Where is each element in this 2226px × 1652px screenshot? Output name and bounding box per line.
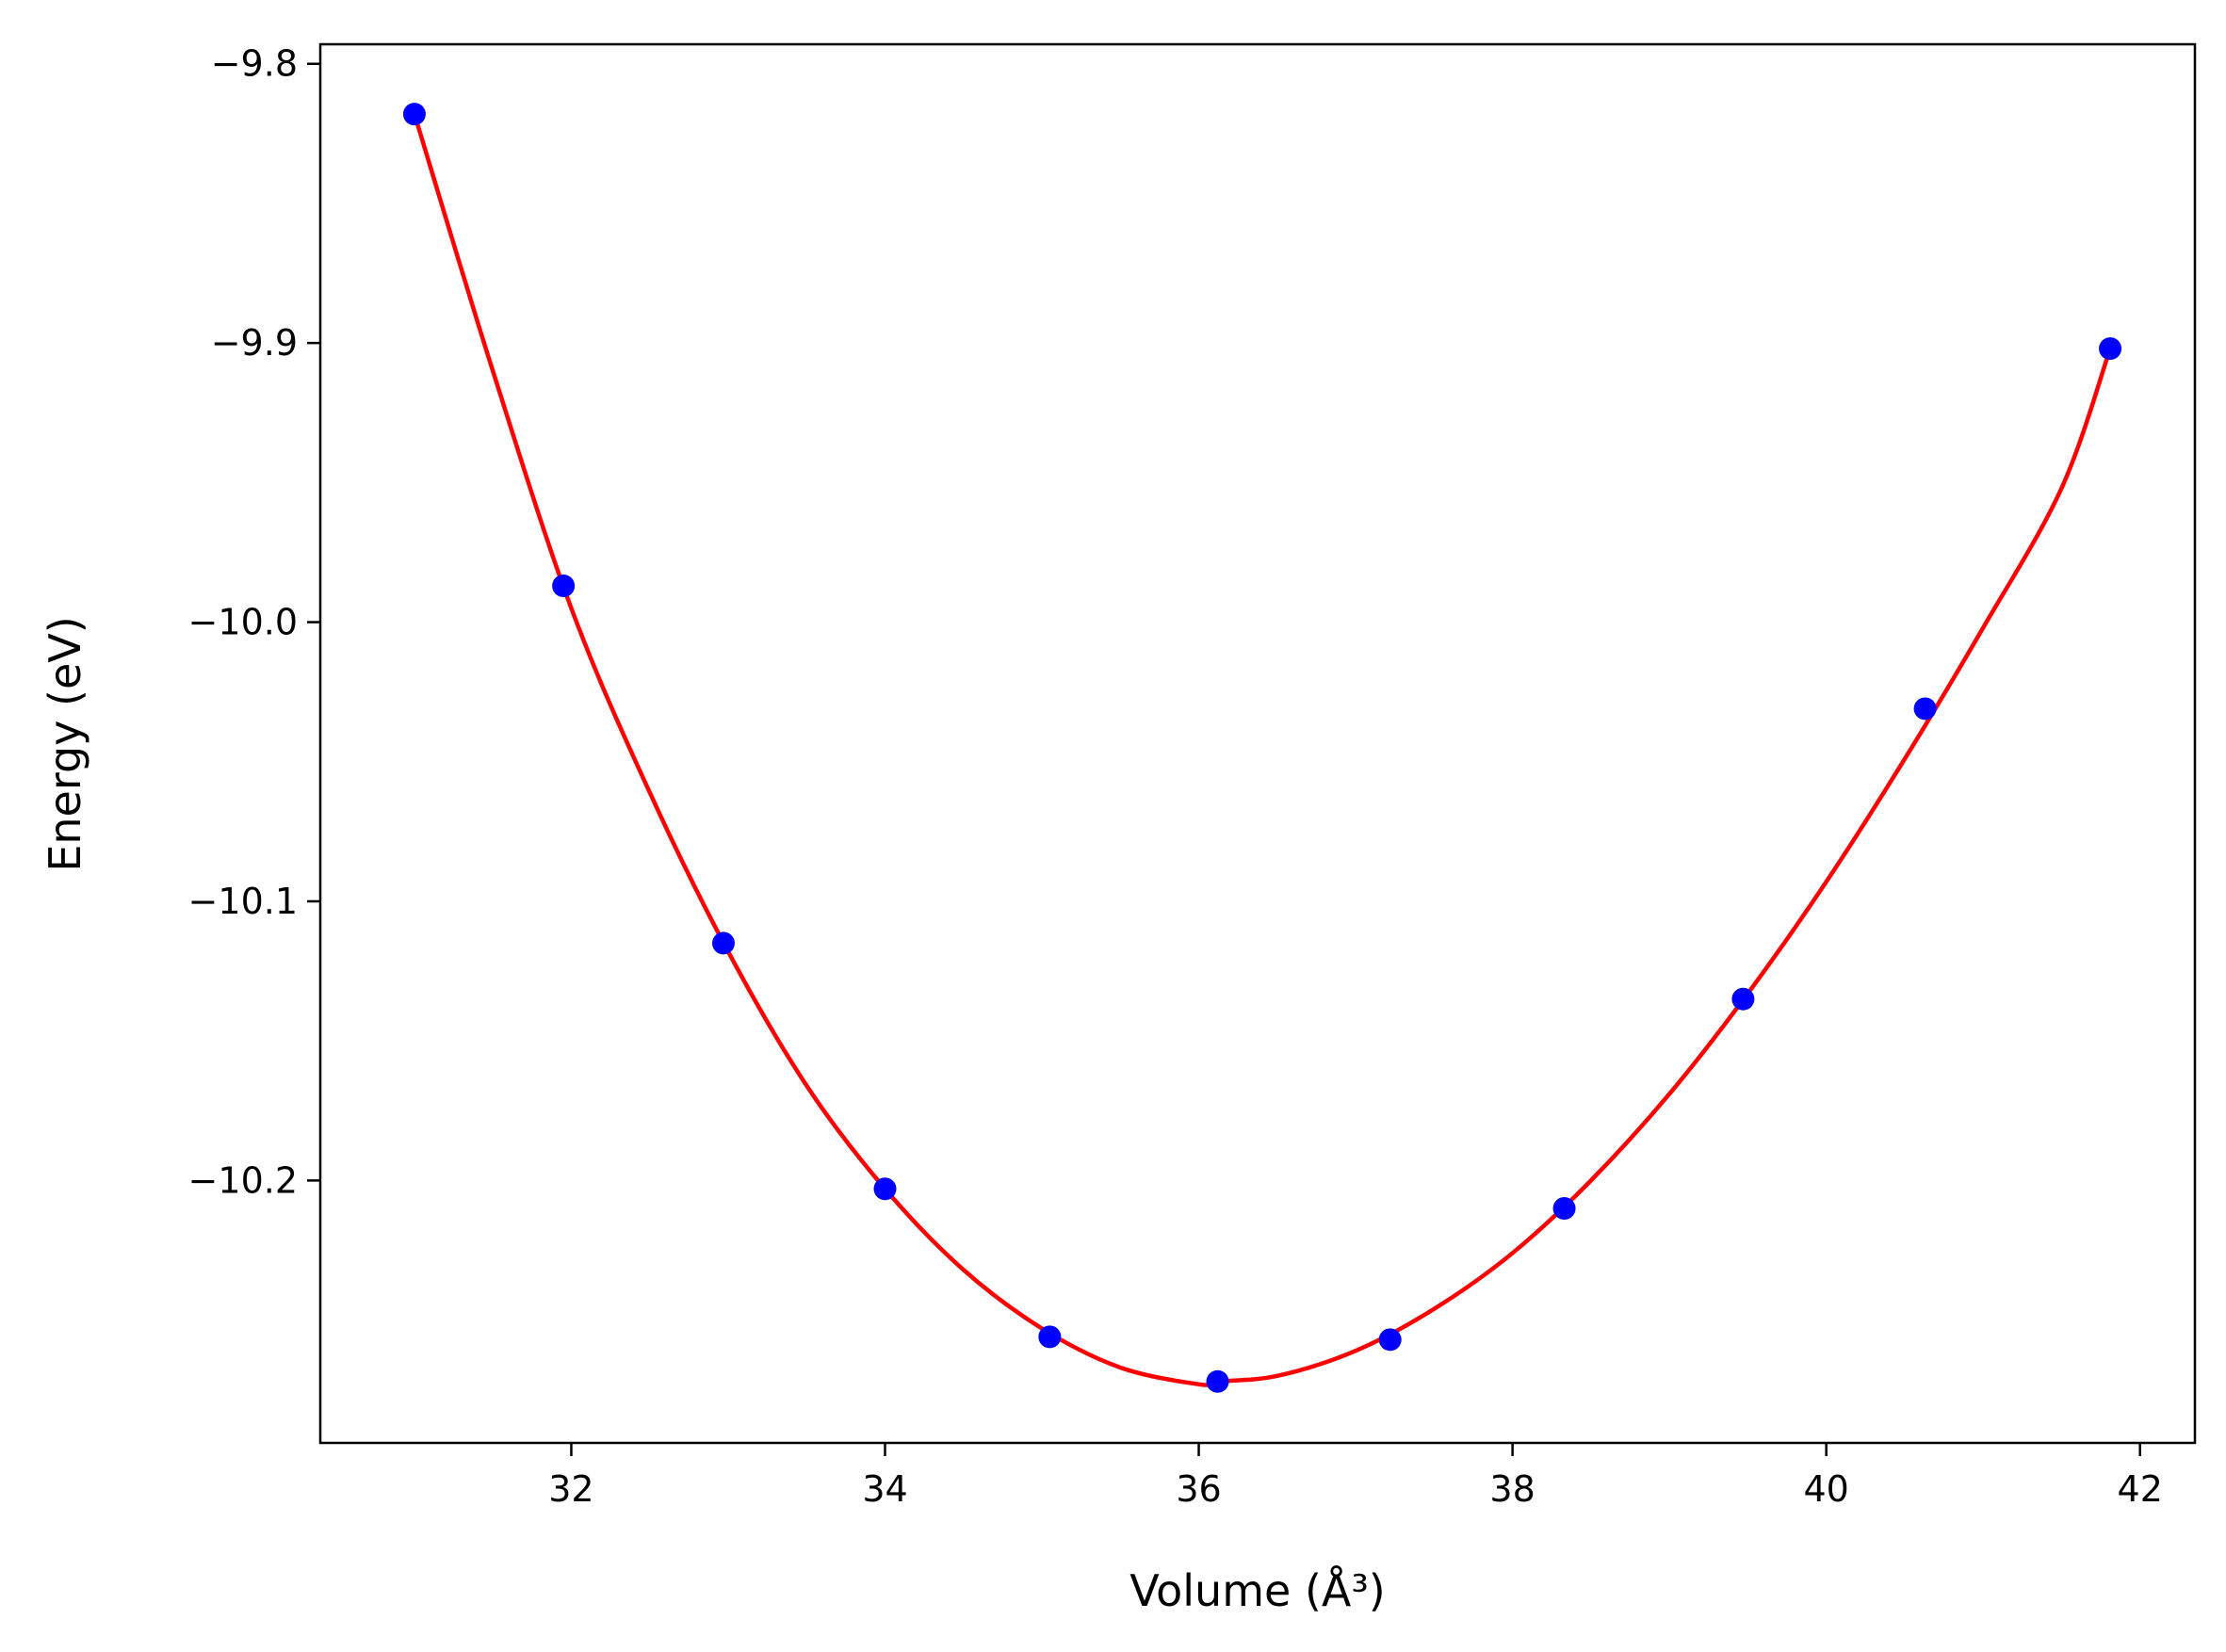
series-layer [402,103,2122,1393]
y-tick-label: −9.8 [211,43,298,85]
x-axis-label: Volume (Å³) [1129,1565,1386,1616]
data-point [552,575,576,598]
plot-area [320,44,2195,1443]
x-tick-label: 40 [1803,1468,1848,1510]
x-tick-label: 34 [862,1468,907,1510]
data-point [1206,1369,1229,1393]
y-tick-label: −10.2 [188,1159,298,1201]
data-point [1038,1325,1062,1349]
x-axis-ticks: 32 34 36 38 40 42 [548,1443,2163,1510]
x-tick-label: 32 [548,1468,593,1510]
data-point [402,103,426,126]
y-axis-ticks: −9.8 −9.9 −10.0 −10.1 −10.2 [188,43,320,1201]
data-point [1552,1197,1576,1221]
x-tick-label: 38 [1489,1468,1535,1510]
y-tick-label: −10.0 [188,602,298,643]
plot-frame [318,42,2197,1445]
data-point [1378,1328,1402,1352]
data-point [1731,987,1755,1011]
data-point [711,931,735,955]
y-tick-label: −9.9 [211,322,298,364]
y-axis-label: Energy (eV) [40,616,90,871]
x-tick-label: 42 [2118,1468,2163,1510]
x-tick-label: 36 [1176,1468,1221,1510]
data-point [1913,697,1937,721]
data-point [873,1177,897,1201]
y-tick-label: −10.1 [188,881,298,922]
data-point [2099,337,2122,361]
